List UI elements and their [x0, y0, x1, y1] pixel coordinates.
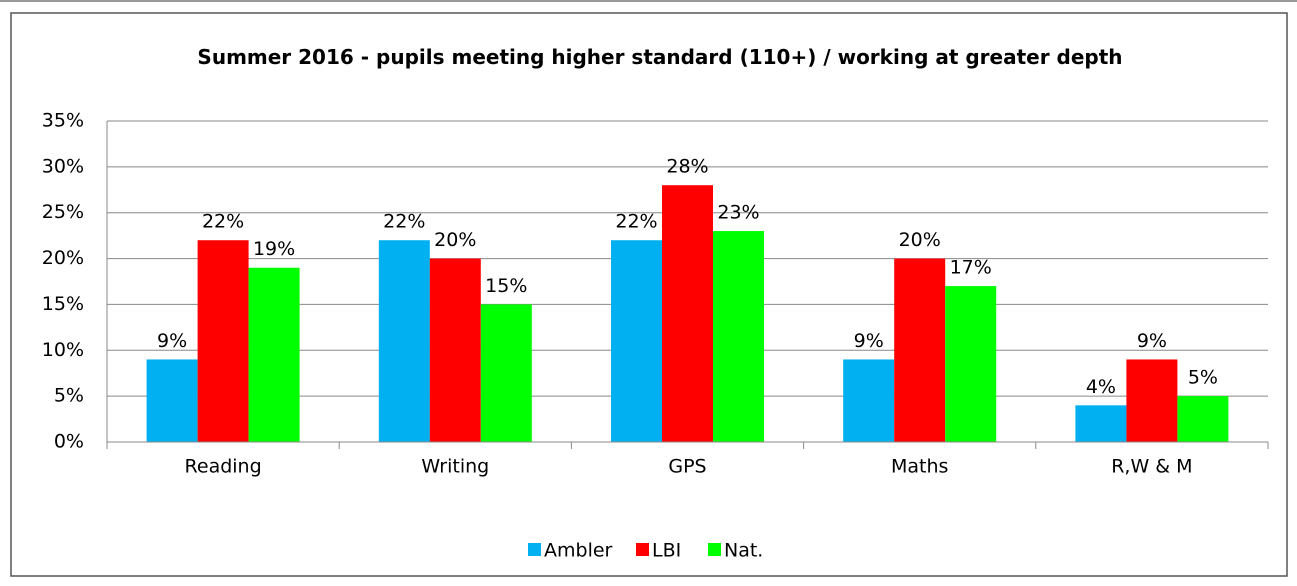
data-label: 4% [1086, 376, 1116, 398]
y-tick-label: 15% [42, 293, 84, 315]
legend-label: LBI [652, 540, 681, 562]
bar [843, 359, 895, 442]
y-tick-label: 30% [42, 155, 84, 177]
bar [429, 258, 481, 442]
data-label: 5% [1188, 367, 1218, 389]
data-label: 22% [383, 211, 425, 233]
legend-label: Nat. [724, 540, 763, 562]
x-tick-label: Writing [421, 456, 489, 478]
bar [611, 240, 662, 442]
y-tick-label: 20% [42, 247, 84, 269]
x-tick-label: Maths [891, 456, 948, 478]
legend-swatch [528, 543, 541, 556]
bar [894, 258, 946, 442]
x-tick-label: Reading [185, 456, 262, 478]
data-label: 19% [253, 238, 295, 260]
legend-swatch [636, 543, 649, 556]
data-label: 9% [854, 330, 884, 352]
data-label: 28% [666, 156, 708, 178]
bar [945, 286, 997, 442]
data-label: 17% [950, 257, 992, 279]
chart-border [10, 12, 1288, 577]
chart-title: Summer 2016 - pupils meeting higher stan… [197, 45, 1123, 69]
y-tick-label: 0% [54, 431, 84, 453]
bar [662, 185, 713, 442]
data-label: 22% [202, 211, 244, 233]
y-tick-label: 5% [54, 385, 84, 407]
data-label: 9% [1137, 330, 1167, 352]
data-label: 9% [157, 330, 187, 352]
data-label: 23% [717, 202, 759, 224]
y-tick-label: 35% [42, 110, 84, 132]
bar [1177, 396, 1229, 442]
bar [1126, 359, 1178, 442]
y-tick-label: 25% [42, 201, 84, 223]
x-tick-label: R,W & M [1111, 456, 1192, 478]
data-label: 15% [485, 275, 527, 297]
y-tick-label: 10% [42, 339, 84, 361]
bar [480, 304, 532, 442]
bar [1075, 405, 1127, 442]
bar [248, 267, 300, 442]
bar [378, 240, 430, 442]
data-label: 20% [899, 229, 941, 251]
legend-swatch [708, 543, 721, 556]
bar [713, 231, 764, 442]
bar [197, 240, 249, 442]
bar [146, 359, 198, 442]
data-label: 20% [434, 229, 476, 251]
data-label: 22% [615, 211, 657, 233]
x-tick-label: GPS [668, 456, 706, 478]
legend-label: Ambler [544, 540, 613, 562]
